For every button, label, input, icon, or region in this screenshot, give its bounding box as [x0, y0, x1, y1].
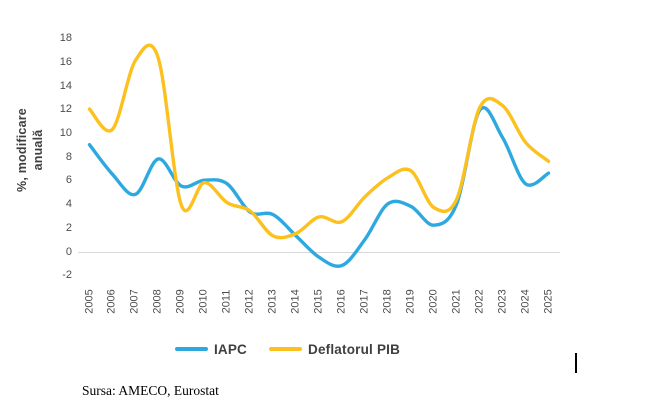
x-tick-label: 2015 — [312, 289, 325, 314]
x-tick-label: 2025 — [542, 289, 554, 314]
y-tick-label: 4 — [65, 198, 72, 211]
x-tick-label: 2022 — [473, 289, 486, 314]
y-tick-label: 12 — [59, 103, 72, 116]
x-tick-label: 2018 — [381, 289, 394, 314]
x-tick-label: 2006 — [105, 289, 118, 314]
x-tick-label: 2016 — [335, 289, 348, 314]
iapc-line-swatch-icon — [174, 347, 208, 351]
x-tick-label: 2014 — [289, 289, 302, 314]
legend-label-iapc: IAPC — [213, 341, 247, 357]
chart-legend: IAPC Deflatorul PIB — [0, 340, 575, 358]
y-tick-label: 6 — [65, 174, 72, 187]
x-tick-label: 2024 — [519, 289, 532, 314]
y-tick-label: 10 — [59, 127, 72, 139]
x-tick-label: 2011 — [220, 289, 233, 314]
x-tick-label: 2021 — [450, 289, 463, 314]
source-citation: Sursa: AMECO, Eurostat — [82, 383, 219, 398]
y-tick-label: 16 — [59, 55, 72, 68]
text-cursor — [575, 353, 577, 373]
legend-item-deflator: Deflatorul PIB — [269, 342, 400, 357]
y-tick-label: 0 — [65, 245, 72, 258]
legend-label-deflator: Deflatorul PIB — [308, 341, 401, 357]
x-tick-label: 2023 — [496, 289, 509, 314]
series-line-deflatorul-pib — [87, 43, 551, 240]
y-tick-label: 14 — [59, 79, 72, 92]
x-tick-label: 2019 — [404, 289, 417, 314]
x-tick-label: 2013 — [266, 289, 279, 314]
series-line-iapc — [87, 106, 551, 268]
x-tick-label: 2005 — [83, 289, 95, 314]
y-tick-label: 2 — [65, 221, 72, 234]
x-tick-label: 2008 — [151, 289, 164, 314]
x-tick-label: 2017 — [358, 289, 371, 314]
y-tick-label: 8 — [65, 150, 72, 163]
x-tick-label: 2012 — [243, 289, 256, 314]
x-tick-label: 2010 — [197, 289, 210, 314]
deflator-line-swatch-icon — [269, 347, 302, 351]
x-tick-label: 2020 — [427, 289, 440, 314]
legend-item-iapc: IAPC — [174, 341, 247, 357]
y-tick-label: 18 — [59, 32, 72, 45]
y-tick-label: -2 — [62, 269, 72, 282]
x-tick-label: 2009 — [174, 289, 187, 314]
x-tick-label: 2007 — [128, 289, 141, 314]
